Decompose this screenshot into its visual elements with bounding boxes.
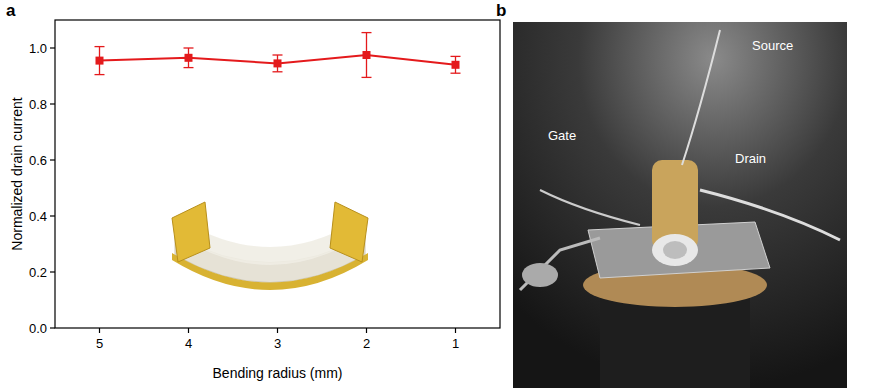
x-tick-label: 4: [185, 336, 192, 351]
electrode: [172, 202, 210, 262]
y-tick-label: 0.0: [29, 321, 47, 336]
x-tick-label: 5: [96, 336, 103, 351]
error-cap: [184, 47, 194, 48]
marker: [96, 57, 104, 65]
error-cap: [362, 77, 372, 78]
error-cap: [362, 32, 372, 33]
panel-label: b: [496, 1, 506, 20]
error-bar: [451, 56, 461, 73]
x-tick: [366, 328, 367, 333]
error-cap: [273, 71, 283, 72]
clip: [522, 263, 558, 287]
y-tick-label: 0.8: [29, 97, 47, 112]
error-cap: [95, 46, 105, 47]
probe-arm: [520, 238, 600, 290]
x-tick: [455, 328, 456, 333]
marker: [363, 51, 371, 59]
gate-strip: [172, 253, 368, 290]
electrode: [330, 202, 368, 262]
y-tick: [50, 215, 55, 216]
y-tick: [50, 103, 55, 104]
x-tick-label: 1: [452, 336, 459, 351]
y-tick: [50, 159, 55, 160]
x-tick: [277, 328, 278, 333]
y-tick-label: 0.4: [29, 209, 47, 224]
marker: [452, 61, 460, 69]
y-tick-label: 1.0: [29, 41, 47, 56]
plot-frame: [55, 20, 500, 328]
rod-hole: [663, 241, 687, 259]
error-cap: [273, 54, 283, 55]
error-cap: [95, 74, 105, 75]
figure: a 0.0 0.2 0.4 0.6 0.8 1.0 5 4 3 2 1 Bending radius (…: [0, 0, 877, 388]
y-tick: [50, 47, 55, 48]
x-tick: [188, 328, 189, 333]
x-axis-label: Bending radius (mm): [213, 365, 343, 381]
y-tick-label: 0.2: [29, 265, 47, 280]
photo-label: Source: [752, 38, 793, 53]
marker: [185, 54, 193, 62]
rod-end: [652, 234, 698, 266]
x-tick-label: 3: [274, 336, 281, 351]
error-bar: [95, 47, 105, 75]
probe-arm: [700, 190, 840, 240]
photo-background: [513, 22, 847, 388]
error-bar: [362, 33, 372, 78]
film: [185, 222, 355, 265]
probe-arm: [682, 30, 720, 165]
y-tick: [50, 327, 55, 328]
marker: [274, 59, 282, 67]
error-cap: [184, 67, 194, 68]
y-axis-label: Normalized drain current: [9, 97, 25, 250]
photo-label: Drain: [735, 151, 766, 166]
y-tick: [50, 271, 55, 272]
panel-label: a: [6, 1, 16, 20]
error-cap: [451, 56, 461, 57]
x-tick-label: 2: [363, 336, 370, 351]
plot-area: [95, 33, 461, 78]
photo: [513, 22, 847, 388]
probe-arm: [540, 190, 640, 225]
error-bar: [184, 48, 194, 68]
photo-label: Gate: [548, 128, 576, 143]
error-bar: [273, 55, 283, 72]
inset-illustration: [172, 202, 368, 290]
x-tick: [99, 328, 100, 333]
y-tick-label: 0.6: [29, 153, 47, 168]
error-cap: [451, 73, 461, 74]
